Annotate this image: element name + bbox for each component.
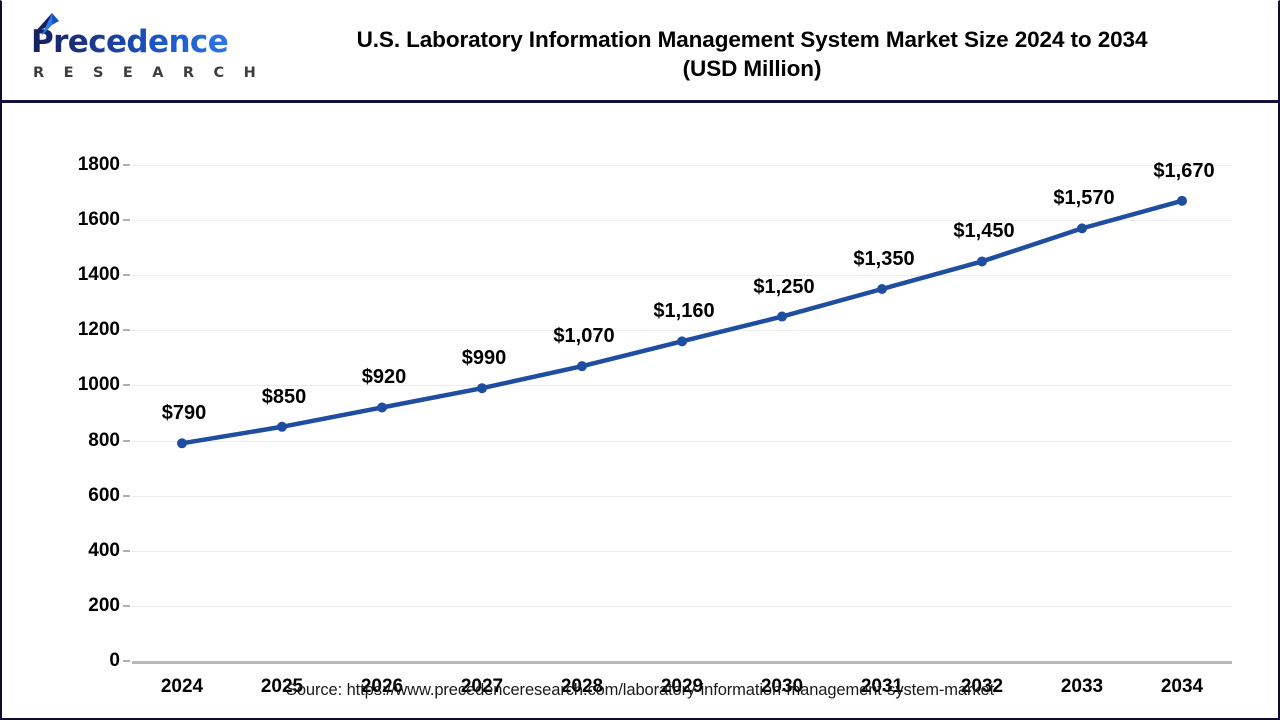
data-point-label: $790: [161, 402, 207, 425]
gridline: [132, 661, 1232, 664]
gridline: [132, 220, 1232, 222]
x-axis-tick-label: 2025: [260, 676, 304, 697]
y-axis-tick-label: 800: [88, 429, 120, 451]
data-point-label: $1,670: [1153, 159, 1215, 182]
data-point-label: $1,450: [953, 220, 1015, 243]
y-axis-tickmark: [123, 274, 130, 277]
x-axis-tick-label: 2028: [560, 676, 604, 697]
data-point-marker[interactable]: [877, 284, 887, 294]
data-point-marker[interactable]: [777, 311, 787, 322]
brand-name: Precedence: [28, 13, 238, 61]
data-point-marker[interactable]: [477, 383, 487, 394]
y-axis-tick-label: 1400: [77, 264, 120, 286]
y-axis-tickmark: [123, 549, 130, 552]
y-axis-tick-label: 600: [88, 484, 120, 506]
data-point-label: $1,250: [753, 275, 815, 298]
header-bar: Precedence R E S E A R C H U.S. Laborato…: [2, 1, 1278, 103]
line-series: [177, 195, 1187, 449]
x-axis-tick-label: 2026: [360, 676, 404, 697]
gridline: [132, 440, 1232, 442]
data-point-label: $1,070: [553, 325, 615, 348]
y-axis-tick-label: 1200: [77, 319, 120, 341]
data-point-marker[interactable]: [277, 421, 287, 432]
data-point-marker[interactable]: [1077, 223, 1087, 234]
y-axis-tick-label: 1600: [77, 209, 120, 231]
y-axis-tickmark: [123, 384, 130, 387]
y-axis-tickmark: [123, 660, 130, 662]
gridline: [132, 275, 1232, 277]
data-point-marker[interactable]: [1177, 195, 1187, 206]
gridline: [132, 165, 1232, 166]
x-axis-tick-label: 2034: [1160, 676, 1204, 697]
gridline: [132, 385, 1232, 387]
data-point-label: $1,160: [653, 300, 715, 323]
gridline: [132, 330, 1232, 332]
y-axis-tick-label: 200: [88, 594, 120, 616]
source-caption: Source: https://www.precedenceresearch.c…: [285, 681, 995, 699]
y-axis-tickmark: [123, 219, 130, 222]
plot-area: 0 200 400 600 800 1000 1200 1400 1600 1800 2024 20…: [78, 154, 1232, 697]
y-axis-tickmark: [123, 439, 130, 442]
page-title-line-1: U.S. Laboratory Information Management S…: [356, 27, 1148, 52]
y-axis-tick-label: 400: [88, 539, 120, 561]
data-point-marker[interactable]: [977, 256, 987, 267]
gridline: [132, 495, 1232, 497]
data-point-marker[interactable]: [377, 402, 387, 413]
page-title-line-2: (USD Million): [682, 56, 822, 81]
y-axis-tickmark: [123, 329, 130, 332]
data-point-label: $850: [261, 385, 307, 408]
data-point-label: $920: [361, 366, 407, 389]
brand-logo: Precedence R E S E A R C H: [28, 13, 263, 89]
brand-name-text: Precedence: [31, 24, 229, 60]
chart-container: 0 200 400 600 800 1000 1200 1400 1600 1800 2024 20…: [2, 104, 1278, 718]
x-axis-tick-label: 2032: [960, 676, 1004, 697]
x-axis-tick-label: 2033: [1060, 676, 1104, 697]
y-axis-tick-label: 0: [109, 650, 120, 671]
x-axis-tick-label: 2030: [760, 676, 804, 697]
x-axis-tick-label: 2029: [660, 676, 704, 697]
y-axis-tickmark: [123, 494, 130, 497]
x-axis-tick-label: 2031: [860, 676, 904, 697]
y-axis-tick-label: 1800: [77, 154, 120, 175]
y-axis-tickmark: [123, 164, 130, 166]
gridline: [132, 605, 1232, 607]
y-axis-tick-label: 1000: [77, 374, 120, 396]
x-axis-tick-label: 2027: [460, 676, 504, 697]
data-point-label: $1,350: [853, 248, 915, 270]
data-point-label: $990: [461, 347, 507, 370]
data-point-marker[interactable]: [677, 336, 687, 347]
page-title: U.S. Laboratory Information Management S…: [252, 25, 1252, 83]
data-point-marker[interactable]: [577, 361, 587, 372]
y-axis-tickmark: [123, 604, 130, 607]
data-point-label: $1,570: [1053, 187, 1115, 210]
x-axis-tick-label: 2024: [160, 676, 204, 697]
brand-subtitle: R E S E A R C H: [33, 65, 263, 81]
data-point-marker[interactable]: [177, 438, 187, 449]
gridline: [132, 550, 1232, 552]
